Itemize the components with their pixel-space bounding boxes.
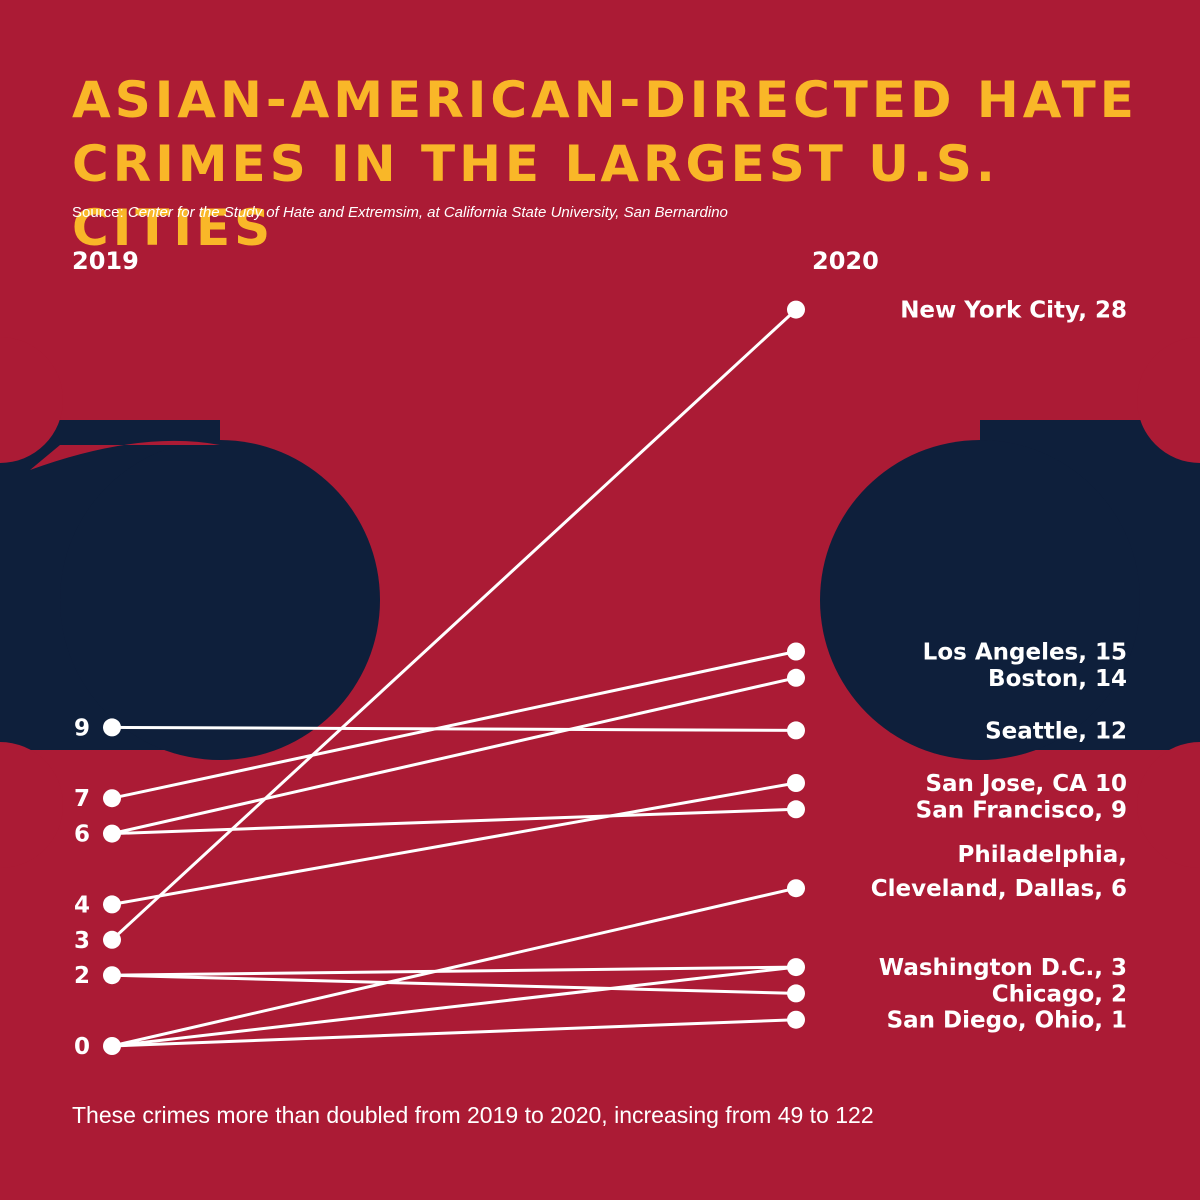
tick-2019-7: 7 xyxy=(74,786,90,812)
slope-line-los-angeles-1 xyxy=(111,650,797,800)
label-2020-boston-14: Boston, 14 xyxy=(988,666,1127,692)
source-line: Source: Center for the Study of Hate and… xyxy=(72,204,728,221)
source-prefix: Source: xyxy=(72,204,128,221)
dot-2020-3 xyxy=(787,958,805,977)
tick-2019-6: 6 xyxy=(74,822,90,848)
label-2020-san-diego-ohio-1: San Diego, Ohio, 1 xyxy=(887,1008,1127,1034)
tick-2019-4: 4 xyxy=(74,892,90,918)
label-2020-seattle-12: Seattle, 12 xyxy=(985,718,1127,744)
dot-2019-4 xyxy=(103,895,121,914)
tick-2019-3: 3 xyxy=(74,928,90,954)
slope-dots xyxy=(103,300,805,1055)
chart-title: Asian-American-Directed Hate Crimes in t… xyxy=(72,68,1172,260)
dot-2020-28 xyxy=(787,300,805,319)
right-blob-circle xyxy=(820,440,1140,760)
dot-2020-12 xyxy=(787,721,805,740)
slope-lines xyxy=(110,308,798,1048)
slope-line-san-diego-ohio-10 xyxy=(111,1018,797,1048)
title-line-2: Crimes in the Largest U.S. Cities xyxy=(72,135,999,257)
dot-2020-9 xyxy=(787,800,805,819)
title-line-1: Asian-American-Directed Hate xyxy=(72,71,1138,129)
dot-2020-15 xyxy=(787,642,805,661)
slope-line-new-york-city-0 xyxy=(110,308,798,941)
left-blob-circle xyxy=(60,440,380,760)
right-blob-top-notch xyxy=(1137,337,1200,463)
label-2020-los-angeles-15: Los Angeles, 15 xyxy=(923,640,1127,666)
label-2020-san-francisco-9: San Francisco, 9 xyxy=(916,797,1127,823)
label-2020-philadelphia: Philadelphia, xyxy=(958,842,1127,868)
slope-line-san-jose-ca-4 xyxy=(111,781,797,906)
dot-2019-9 xyxy=(103,718,121,737)
dot-2019-3 xyxy=(103,930,121,949)
dot-2019-6 xyxy=(103,824,121,843)
label-2020-cleveland-dallas-6: Cleveland, Dallas, 6 xyxy=(871,876,1127,902)
dot-2020-6 xyxy=(787,879,805,898)
tick-2019-2: 2 xyxy=(74,963,90,989)
slope-line-seattle-3 xyxy=(111,725,797,732)
dot-2020-2 xyxy=(787,984,805,1003)
slope-line-washington-d-c-7 xyxy=(111,965,797,977)
left-blob-bottom-notch xyxy=(0,742,63,868)
left-blob-top-curve xyxy=(30,440,220,470)
label-2020-new-york-city-28: New York City, 28 xyxy=(900,298,1127,324)
tick-2019-0: 0 xyxy=(74,1034,90,1060)
slope-line-san-francisco-5 xyxy=(111,807,797,836)
slope-line-boston-2 xyxy=(111,676,797,836)
dot-2019-7 xyxy=(103,789,121,808)
dot-2020-10 xyxy=(787,774,805,792)
year-2019-label: 2019 xyxy=(72,247,139,275)
slope-line-philadelphia-cleveland-dallas-6 xyxy=(111,886,797,1048)
slope-line-washington-d-c-8 xyxy=(111,965,797,1048)
dot-2019-0 xyxy=(103,1037,121,1055)
source-text: Center for the Study of Hate and Extrems… xyxy=(127,204,728,221)
left-blob-top-notch xyxy=(0,337,63,463)
label-2020-san-jose-ca-10: San Jose, CA 10 xyxy=(925,771,1127,797)
footer-note: These crimes more than doubled from 2019… xyxy=(72,1102,874,1128)
right-blob-bottom-notch xyxy=(1137,742,1200,868)
dot-2019-2 xyxy=(103,966,121,985)
tick-2019-9: 9 xyxy=(74,715,90,741)
dot-2020-14 xyxy=(787,668,805,687)
label-2020-washington-d-c-3: Washington D.C., 3 xyxy=(879,955,1127,981)
slope-line-chicago-9 xyxy=(111,973,797,995)
label-2020-chicago-2: Chicago, 2 xyxy=(992,981,1127,1007)
dot-2020-1 xyxy=(787,1010,805,1029)
year-2020-label: 2020 xyxy=(812,247,879,275)
slope-labels: 9 7 6 4 3 2 0 New York City, 28 Los Angeles, 15B… xyxy=(74,298,1127,1060)
